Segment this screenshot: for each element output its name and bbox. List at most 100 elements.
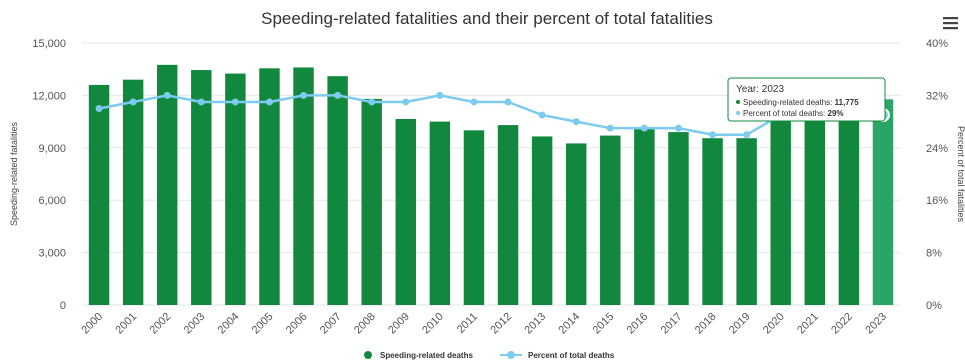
tooltip-line2-label: Percent of total deaths: <box>743 109 828 118</box>
y2-tick-label: 40% <box>926 38 948 50</box>
bar[interactable] <box>565 143 587 305</box>
line-point[interactable] <box>436 91 444 99</box>
bar[interactable] <box>600 135 621 305</box>
bar[interactable] <box>88 84 110 305</box>
line-point[interactable] <box>743 131 751 139</box>
line-point[interactable] <box>334 91 342 99</box>
x-tick-label: 2004 <box>216 311 242 337</box>
y-tick-label: 9,000 <box>38 143 66 155</box>
tooltip: Year: 2023 Speeding-related deaths: 11,7… <box>727 77 886 122</box>
y2-axis-title: Percent of total fatalities <box>956 126 965 223</box>
bar[interactable] <box>361 98 382 305</box>
x-tick-label: 2014 <box>557 311 583 337</box>
x-tick-label: 2006 <box>284 311 310 337</box>
line-point[interactable] <box>504 98 512 106</box>
x-tick-label: 2019 <box>727 311 753 337</box>
chart-menu-button[interactable] <box>940 14 960 34</box>
bar[interactable] <box>804 90 826 305</box>
bar[interactable] <box>668 132 689 305</box>
line-point[interactable] <box>640 124 648 132</box>
x-tick-label: 2012 <box>488 311 514 337</box>
x-tick-label: 2011 <box>455 311 480 336</box>
bar[interactable] <box>327 76 348 305</box>
tooltip-line1-value: 11,775 <box>835 98 860 107</box>
bar[interactable] <box>497 125 519 306</box>
y-tick-label: 3,000 <box>38 248 66 260</box>
x-tick-label: 2009 <box>386 311 412 337</box>
bar[interactable] <box>156 64 178 305</box>
y2-tick-label: 0% <box>926 300 942 312</box>
tooltip-line-marker <box>736 111 740 115</box>
line-point[interactable] <box>368 98 376 106</box>
left-axis-ticks: 0 3,000 6,000 9,000 12,000 15,000 <box>32 38 66 312</box>
bar[interactable] <box>770 107 791 305</box>
bar[interactable] <box>463 130 485 305</box>
line-point[interactable] <box>572 118 580 126</box>
bar[interactable] <box>259 68 280 306</box>
line-path <box>98 94 883 136</box>
tooltip-box <box>727 77 886 122</box>
bar-series <box>88 64 894 306</box>
bar[interactable] <box>429 121 451 305</box>
line-point[interactable] <box>265 98 273 106</box>
y2-tick-label: 8% <box>926 248 942 260</box>
x-tick-label: 2008 <box>352 311 378 337</box>
tooltip-line1-label: Speeding-related deaths: <box>743 98 835 107</box>
line-point[interactable] <box>95 105 103 112</box>
bar[interactable] <box>191 70 212 305</box>
line-point[interactable] <box>197 98 205 106</box>
line-point[interactable] <box>538 111 546 119</box>
tooltip-line2-value: 29% <box>828 109 844 118</box>
x-tick-label: 2002 <box>148 311 174 337</box>
legend-line-label: Percent of total deaths <box>528 351 615 360</box>
bar[interactable] <box>838 91 860 305</box>
legend-bar-marker <box>364 351 372 359</box>
x-axis-ticks: 2000 2001 2002 2003 2004 2005 2006 2007 2008 2009… <box>79 311 889 337</box>
legend-item-line[interactable]: Percent of total deaths <box>500 351 615 360</box>
right-axis-ticks: 0% 8% 16% 24% 32% 40% <box>926 38 948 312</box>
tooltip-line1: Speeding-related deaths: 11,775 <box>743 98 859 107</box>
bar[interactable] <box>225 73 246 305</box>
legend-line-marker <box>507 351 515 359</box>
line-point[interactable] <box>606 124 614 132</box>
line-point[interactable] <box>300 91 308 99</box>
y2-tick-label: 24% <box>926 143 948 155</box>
bar[interactable] <box>634 127 655 305</box>
line-point[interactable] <box>470 98 478 106</box>
bar[interactable] <box>293 67 314 305</box>
line-point[interactable] <box>129 98 137 106</box>
y-tick-label: 15,000 <box>32 38 66 50</box>
chart-title: Speeding-related fatalities and their pe… <box>261 9 713 28</box>
tooltip-line2: Percent of total deaths: 29% <box>743 109 844 118</box>
x-tick-label: 2005 <box>250 311 276 337</box>
line-point[interactable] <box>709 131 717 139</box>
bar[interactable] <box>702 138 723 305</box>
bar[interactable] <box>531 136 553 305</box>
x-tick-label: 2018 <box>693 311 719 337</box>
legend-item-bars[interactable]: Speeding-related deaths <box>364 351 473 360</box>
x-tick-label: 2020 <box>761 311 787 337</box>
line-point[interactable] <box>163 91 171 99</box>
bar[interactable] <box>872 99 894 305</box>
x-tick-label: 2003 <box>182 311 208 337</box>
line-point[interactable] <box>231 98 239 106</box>
line-point[interactable] <box>402 98 410 106</box>
hamburger-menu-icon <box>943 17 958 30</box>
x-tick-label: 2007 <box>318 311 344 337</box>
y-tick-label: 12,000 <box>32 90 66 102</box>
x-tick-label: 2000 <box>79 311 105 337</box>
line-point[interactable] <box>674 124 682 132</box>
y2-tick-label: 16% <box>926 195 948 207</box>
y2-tick-label: 32% <box>926 90 948 102</box>
x-tick-label: 2023 <box>863 311 889 337</box>
bar[interactable] <box>122 79 144 306</box>
x-tick-label: 2017 <box>659 311 685 337</box>
bar[interactable] <box>395 118 417 305</box>
bar[interactable] <box>736 138 757 305</box>
x-tick-label: 2010 <box>420 311 446 337</box>
y-tick-label: 6,000 <box>38 195 66 207</box>
x-tick-label: 2013 <box>522 311 548 337</box>
x-tick-label: 2022 <box>829 311 855 337</box>
x-tick-label: 2015 <box>591 311 617 337</box>
